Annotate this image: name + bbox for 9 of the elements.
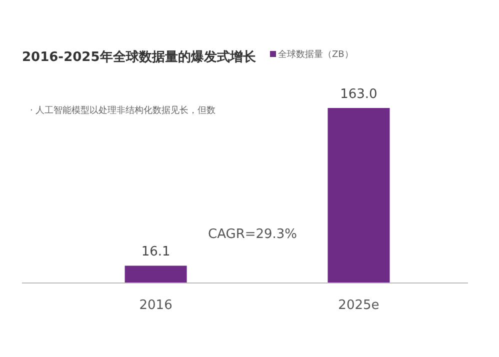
annotation: CAGR=29.3% [208,227,298,242]
x-tick-label: 2016 [139,298,172,313]
legend-item: 全球数据量（ZB） [270,50,354,60]
x-tick-label: 2025e [338,298,380,313]
legend-label: 全球数据量（ZB） [278,49,354,60]
title: 2016-2025年全球数据量的爆发式增长 [22,50,256,65]
data-label: 16.1 [141,244,170,260]
annotation: · 人工智能模型以处理非结构化数据见长，但数 [30,105,216,116]
data-label: 163.0 [340,87,378,102]
